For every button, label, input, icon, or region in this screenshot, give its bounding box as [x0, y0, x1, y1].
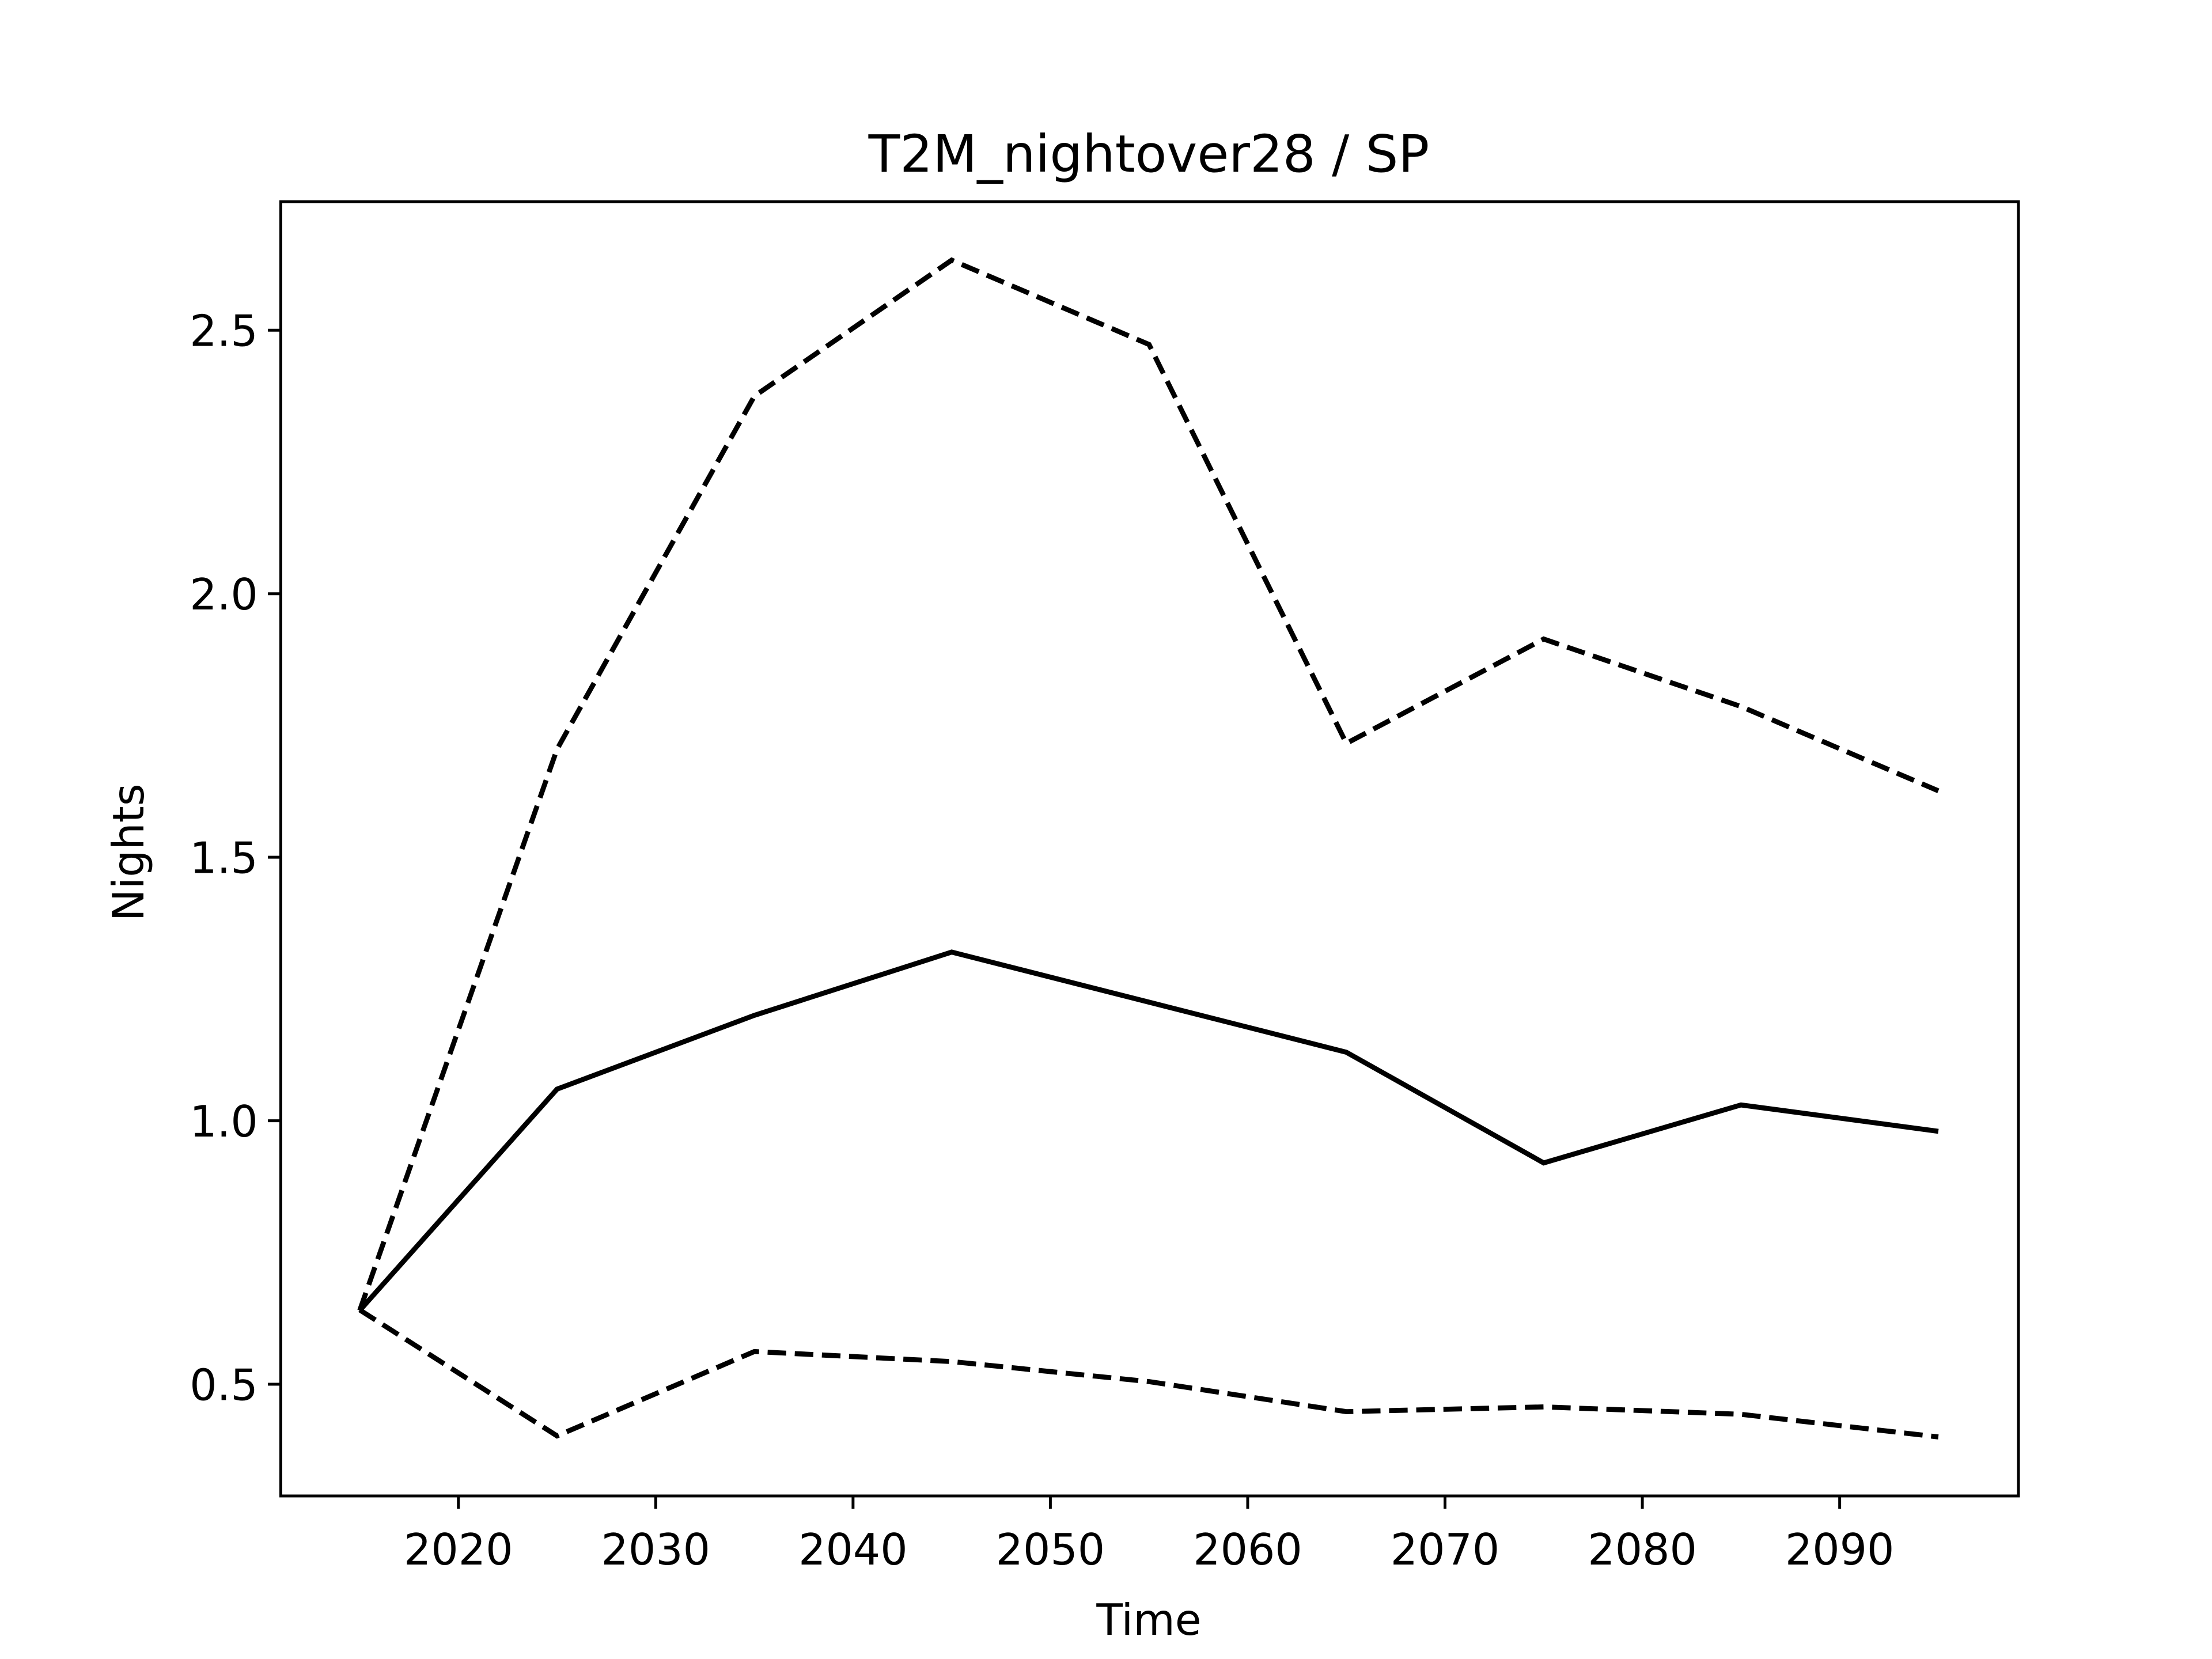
x-axis-label: Time [1096, 1595, 1201, 1645]
y-tick-label: 1.0 [190, 1097, 257, 1147]
line-series [357, 257, 1940, 1312]
chart-title: T2M_nightover28 / SP [868, 124, 1430, 184]
y-tick-label: 0.5 [190, 1360, 257, 1410]
x-tick-label: 2070 [1391, 1525, 1500, 1575]
x-tick-label: 2030 [601, 1525, 711, 1575]
line-series [358, 949, 1939, 1312]
x-tick-label: 2050 [996, 1525, 1105, 1575]
y-axis-label: Nights [104, 783, 154, 921]
y-tick-label: 2.0 [190, 570, 257, 620]
x-tick-label: 2090 [1785, 1525, 1895, 1575]
x-tick-label: 2020 [404, 1525, 513, 1575]
y-tick-label: 2.5 [190, 306, 257, 357]
line-series [358, 1308, 1939, 1440]
plot-frame [279, 200, 2020, 1498]
x-tick-label: 2080 [1588, 1525, 1697, 1575]
x-tick-label: 2060 [1193, 1525, 1302, 1575]
y-tick-label: 1.5 [190, 833, 257, 883]
x-tick-label: 2040 [798, 1525, 908, 1575]
